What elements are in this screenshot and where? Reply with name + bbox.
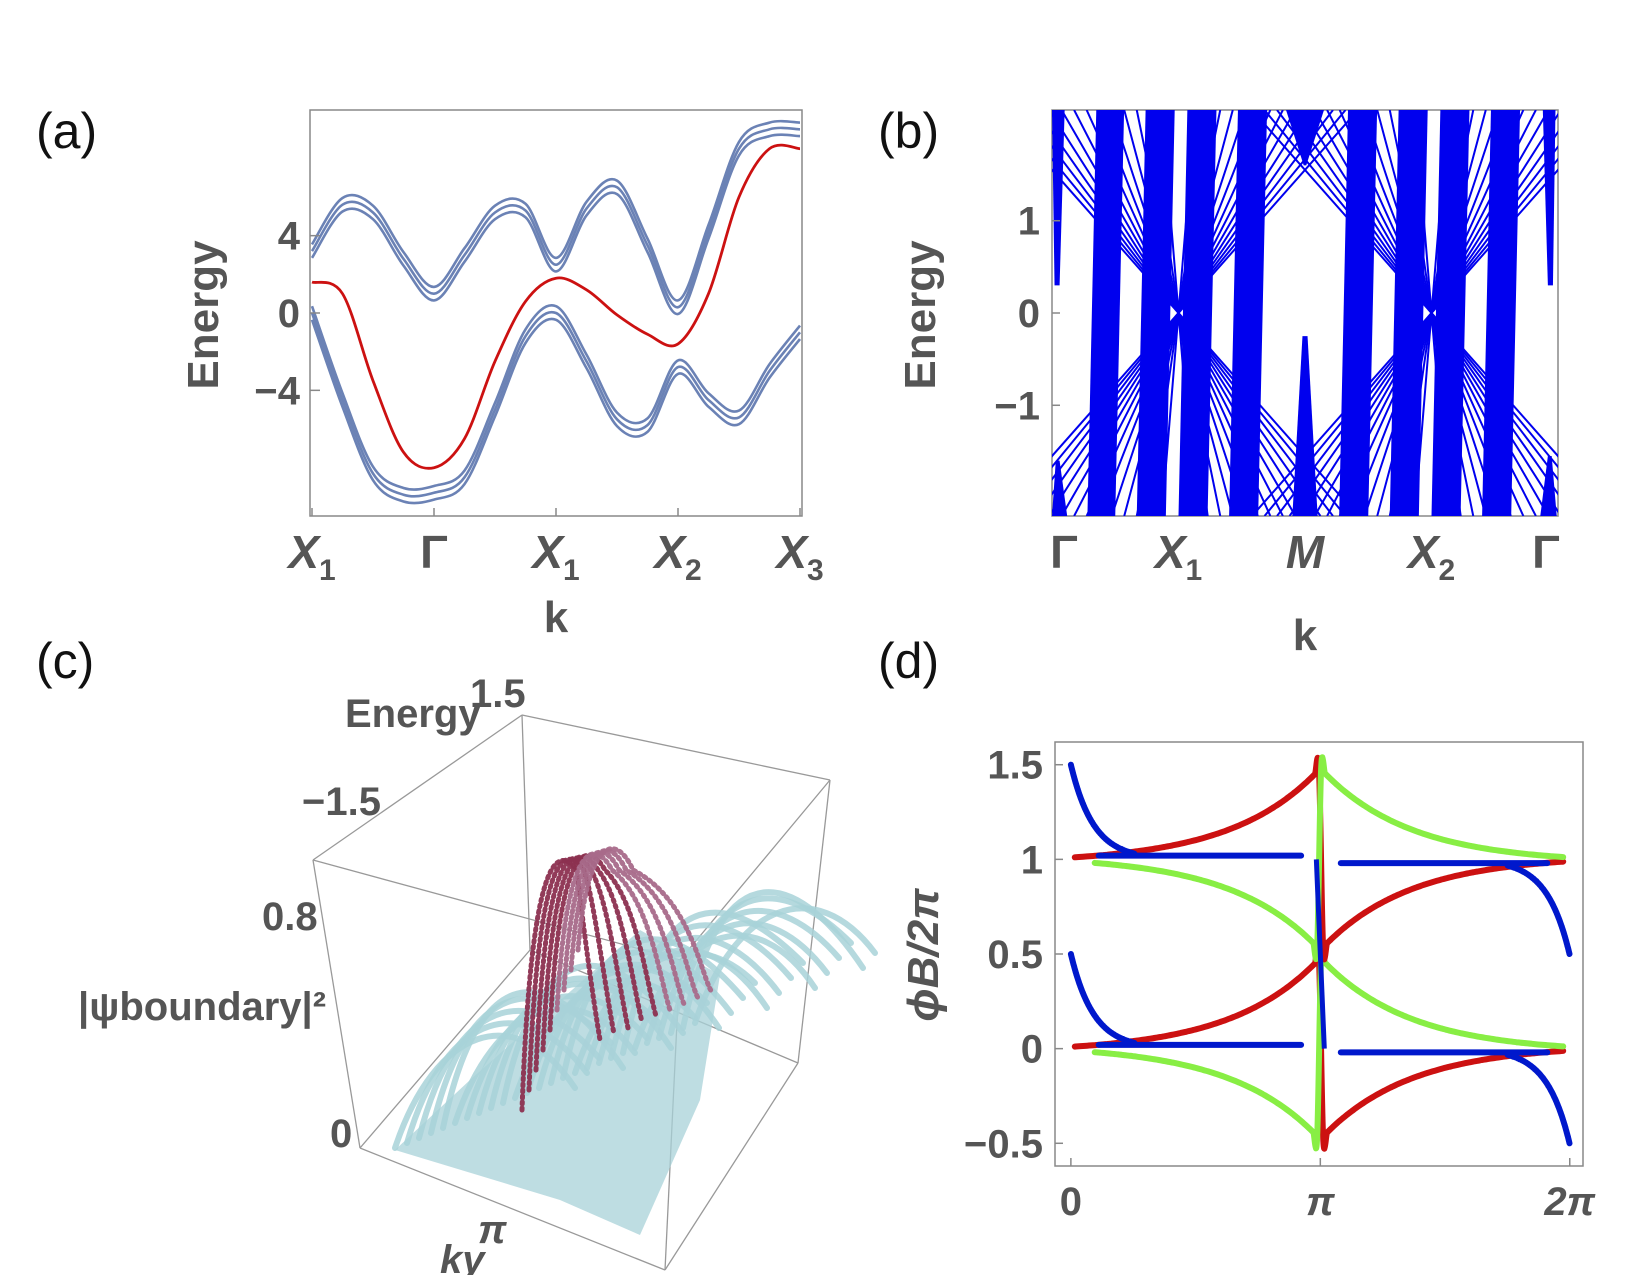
panel-d-series — [1067, 754, 1573, 1152]
panel-b-ytick-label-0: 1 — [1018, 200, 1040, 244]
panel-a-line-0-2 — [310, 119, 801, 302]
panel-c-peak-8 — [575, 846, 715, 995]
panel-b-ytick-label-2: −1 — [994, 384, 1040, 428]
panel-label-c: (c) — [36, 633, 94, 689]
panel-a-xtick-label-0: X1 — [285, 526, 335, 587]
panel-d-berry-phase: 1.5 1 0.5 0 −0.5 0 π 2π ϕB/2π — [899, 741, 1596, 1224]
panel-b-band-structure: 1 0 −1 Γ X1 M X2 Γ Energy k — [896, 109, 1560, 660]
panel-b-y-ticks: 1 0 −1 — [994, 200, 1060, 428]
panel-b-gamma-right-bottom — [1540, 456, 1557, 516]
panel-c-z-zero-tick: 0 — [330, 1112, 352, 1156]
panel-a-line-0-0 — [310, 133, 801, 316]
panel-a-ytick-label-2: −4 — [254, 369, 300, 413]
panel-label-a: (a) — [36, 103, 97, 159]
panel-d-blue-left-1 — [1067, 761, 1138, 857]
panel-d-x-ticks: 0 π 2π — [1060, 1158, 1596, 1224]
panel-b-block-3 — [1229, 110, 1268, 516]
panel-c-xlabel: ky — [440, 1238, 486, 1275]
panel-c-energy-top-tick: 1.5 — [470, 672, 526, 716]
panel-b-xtick-label-3: X2 — [1405, 526, 1455, 587]
panel-a-band-structure: 4 0 −4 X1 Γ X1 X2 X3 Energy k — [179, 109, 824, 642]
panel-label-b: (b) — [878, 103, 939, 159]
panel-b-x-ticks: Γ X1 M X2 Γ — [1050, 526, 1560, 587]
panel-b-gamma-left-top — [1052, 110, 1065, 286]
panel-b-m-bottom — [1292, 336, 1318, 516]
panel-b-m-top — [1286, 110, 1324, 166]
panel-b-ytick-label-1: 0 — [1018, 292, 1040, 336]
panel-a-line-2-0 — [311, 143, 801, 470]
panel-d-ytick-label-0: 1.5 — [987, 744, 1043, 788]
panel-a-ytick-label-1: 0 — [278, 292, 300, 336]
panel-a-series — [310, 119, 802, 505]
panel-a-xtick-label-3: X2 — [651, 526, 701, 587]
panel-a-line-0-1 — [310, 126, 801, 309]
panel-a-line-1-1 — [310, 310, 802, 498]
panel-a-line-1-2 — [310, 304, 802, 491]
panel-c-z-mid-tick: 0.8 — [262, 895, 318, 939]
panel-b-block-6 — [1431, 110, 1470, 516]
panel-b-xlabel: k — [1293, 611, 1318, 660]
panel-a-xlabel: k — [544, 593, 569, 642]
panel-d-ytick-label-3: 0 — [1021, 1028, 1043, 1072]
panel-b-block-2 — [1178, 110, 1217, 516]
panel-a-x-ticks: X1 Γ X1 X2 X3 — [285, 508, 824, 587]
panel-c-surface — [392, 846, 878, 1235]
panel-c-peak-4 — [547, 852, 659, 1033]
panel-c-ky-tick: π — [478, 1208, 507, 1252]
panel-b-xtick-label-2: M — [1286, 526, 1326, 578]
panel-b-gamma-right-top — [1542, 110, 1556, 286]
panel-d-blue-right-0 — [1504, 1051, 1573, 1147]
panel-b-block-7 — [1482, 110, 1521, 516]
panel-d-blue-right-1 — [1504, 862, 1573, 957]
panel-d-xtick-label-2: 2π — [1543, 1180, 1595, 1224]
panel-b-xtick-label-4: Γ — [1532, 526, 1560, 578]
panel-a-xtick-label-1: Γ — [420, 526, 448, 578]
panel-c-peak-6 — [561, 849, 687, 1007]
panel-a-ytick-label-0: 4 — [278, 215, 301, 259]
panel-d-xtick-label-1: π — [1306, 1180, 1335, 1224]
panel-b-block-5 — [1389, 110, 1428, 516]
panel-c-energy-bottom-tick: −1.5 — [302, 780, 381, 824]
panel-a-ylabel: Energy — [179, 240, 228, 390]
panel-d-green-1 — [1091, 754, 1567, 962]
panel-d-ytick-label-1: 1 — [1021, 838, 1043, 882]
panel-d-xtick-label-0: 0 — [1060, 1180, 1082, 1224]
panel-a-y-ticks: 4 0 −4 — [254, 215, 320, 413]
panel-label-d: (d) — [878, 633, 939, 689]
panel-b-xtick-label-0: Γ — [1050, 526, 1078, 578]
panel-c-peak-5 — [554, 851, 673, 1013]
panel-a-xtick-label-2: X1 — [529, 526, 579, 587]
panel-b-cross-b-1-13 — [1251, 110, 1558, 458]
panel-d-y-ticks: 1.5 1 0.5 0 −0.5 — [964, 744, 1063, 1166]
panel-c-zlabel: |ψboundary|² — [78, 985, 326, 1029]
panel-b-bands — [1052, 110, 1558, 516]
panel-b-ylabel: Energy — [896, 240, 945, 390]
panel-c-peak-7 — [568, 848, 701, 1001]
panel-c-energy-label: Energy — [345, 692, 481, 736]
panel-a-xtick-label-4: X3 — [773, 526, 823, 587]
panel-b-xtick-label-1: X1 — [1152, 526, 1202, 587]
panel-c-3d-plot: Energy 1.5 −1.5 0.8 0 |ψboundary|² ky π — [78, 672, 878, 1275]
panel-d-ytick-label-4: −0.5 — [964, 1122, 1043, 1166]
panel-d-ylabel: ϕB/2π — [899, 888, 948, 1022]
panel-b-gamma-left-bottom — [1052, 460, 1068, 516]
panel-d-blue-left-0 — [1067, 951, 1138, 1046]
panel-b-block-1 — [1136, 110, 1175, 516]
panel-d-green-0 — [1091, 943, 1567, 1152]
panel-a-line-1-0 — [310, 317, 802, 505]
panel-c-peak-0 — [519, 858, 603, 1113]
panel-d-blue-jump — [1313, 859, 1327, 1049]
panel-d-ytick-label-2: 0.5 — [987, 933, 1043, 977]
